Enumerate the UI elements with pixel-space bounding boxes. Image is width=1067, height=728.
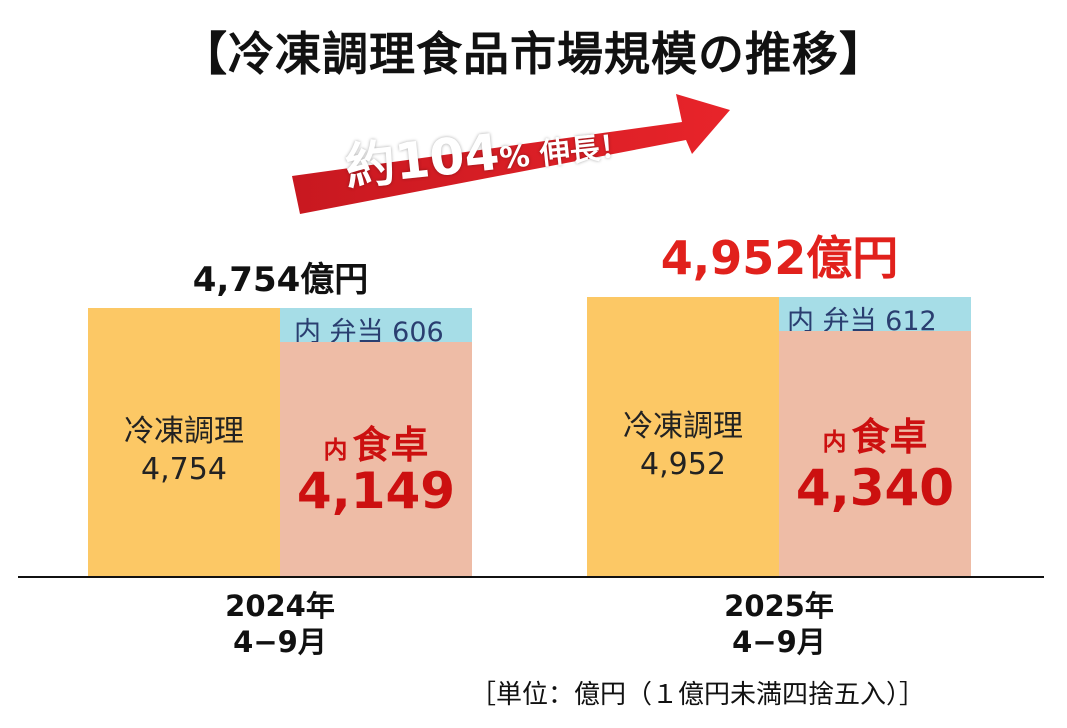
x-label-2024-year: 2024年	[225, 589, 335, 623]
x-label-2025-months: 4−9月	[732, 625, 826, 659]
growth-prefix: 約	[342, 133, 399, 197]
bar-2024-bento: 内 弁当 606	[280, 308, 472, 348]
bar-2025-frozen-value: 4,952	[640, 447, 726, 482]
bar-2024-table-name: 食卓	[352, 423, 429, 467]
bar-2024-table: 内 食卓 4,149	[280, 342, 472, 576]
growth-arrow-icon	[292, 94, 730, 214]
bar-2024-table-heading: 内 食卓	[280, 414, 472, 469]
x-label-2024: 2024年 4−9月	[180, 588, 380, 660]
bar-2025-frozen-name: 冷凍調理	[623, 409, 743, 444]
total-label-2024: 4,754億円	[192, 260, 369, 300]
bar-2025-table-value: 4,340	[795, 459, 955, 517]
x-axis-baseline	[18, 576, 1044, 578]
growth-percent-sign: %	[497, 138, 532, 177]
growth-number: 104	[392, 123, 502, 192]
x-label-2025: 2025年 4−9月	[679, 588, 879, 660]
bar-2025-bento: 内 弁当 612	[779, 297, 971, 337]
bar-2025-frozen: 冷凍調理 4,952	[587, 297, 779, 576]
bar-2024-frozen-value: 4,754	[141, 452, 227, 487]
bar-2025-table-prefix: 内	[822, 428, 847, 456]
bar-2025-table-heading: 内 食卓	[779, 406, 971, 461]
bar-2025-table: 内 食卓 4,340	[779, 331, 971, 576]
chart-title: 【冷凍調理食品市場規模の推移】	[181, 27, 886, 81]
x-label-2024-months: 4−9月	[233, 625, 327, 659]
x-label-2025-year: 2025年	[724, 589, 834, 623]
growth-arrow-shape	[292, 94, 730, 214]
bar-2024-table-prefix: 内	[323, 436, 348, 464]
total-label-2025: 4,952億円	[660, 231, 899, 285]
unit-note: ［単位：億円（１億円未満四捨五入）］	[470, 680, 926, 710]
bar-2024-table-value: 4,149	[296, 462, 456, 520]
bar-2025-table-name: 食卓	[851, 415, 928, 459]
bar-2024-frozen: 冷凍調理 4,754	[88, 308, 280, 576]
growth-suffix: 伸長！	[527, 128, 632, 174]
bar-2024-frozen-name: 冷凍調理	[124, 414, 244, 449]
